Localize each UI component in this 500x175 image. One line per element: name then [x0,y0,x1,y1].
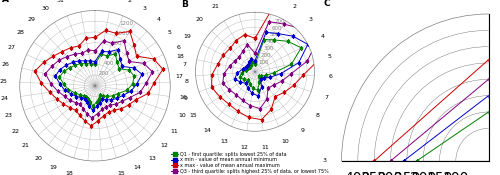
Legend: Q1 - first quartile: splits lowest 25% of data, x min - value of mean annual min: Q1 - first quartile: splits lowest 25% o… [170,151,330,174]
Text: C: C [324,0,330,8]
Text: A: A [2,0,8,4]
Text: B: B [181,0,188,9]
